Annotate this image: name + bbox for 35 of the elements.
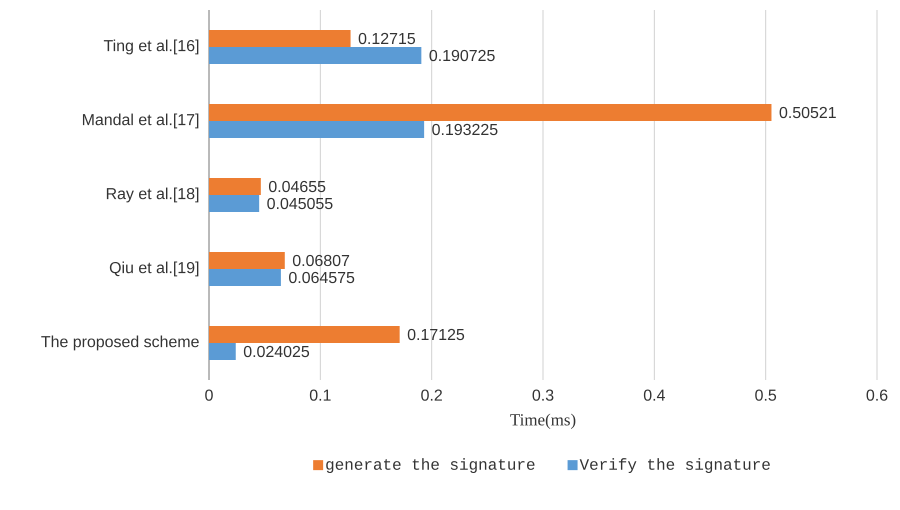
y-tick-label: Ray et al.[18] [106,188,198,202]
legend-label: generate the signature [326,458,534,474]
legend-label: Verify the signature [580,458,770,474]
data-label: 0.12715 [358,32,416,44]
x-tick-label: 0.2 [421,390,442,401]
x-tick-label: 0.3 [532,390,554,401]
x-tick-label: 0.1 [310,390,331,401]
x-tick-label: 0.5 [755,390,776,401]
bar [209,46,422,64]
data-label: 0.045055 [267,198,332,210]
data-label: 0.064575 [289,272,354,284]
data-label: 0.06807 [292,254,350,266]
bar [209,30,351,47]
bar [209,194,260,212]
x-tick-label: 0 [205,390,213,401]
data-label: 0.190725 [429,50,495,62]
x-tick-label: 0.4 [644,390,665,401]
x-axis-title: Time(ms) [510,414,576,429]
y-tick-label: The proposed scheme [41,336,199,350]
x-tick-label: 0.6 [866,390,888,401]
bar [209,120,424,138]
data-label: 0.04655 [268,180,326,192]
y-tick-label: Mandal et al.[17] [82,114,198,128]
data-label: 0.024025 [244,346,310,358]
bar [209,326,400,343]
bar [209,178,261,195]
data-label: 0.17125 [408,328,464,340]
y-tick-label: Qiu et al.[19] [110,262,198,276]
bar [209,342,236,360]
data-label: 0.50521 [780,106,836,118]
y-tick-label: Ting et al.[16] [104,40,198,54]
bar [209,268,281,286]
data-label: 0.193225 [432,124,498,136]
bar [209,252,285,269]
bar [209,104,772,121]
